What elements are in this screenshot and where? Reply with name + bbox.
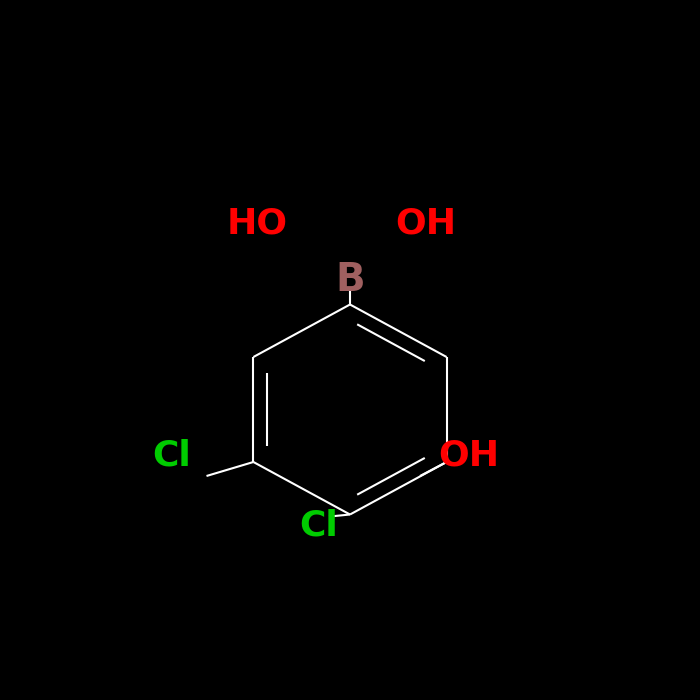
Text: OH: OH xyxy=(395,207,456,241)
Text: OH: OH xyxy=(438,438,500,472)
Text: Cl: Cl xyxy=(299,508,338,542)
Text: HO: HO xyxy=(227,207,288,241)
Text: B: B xyxy=(335,261,365,299)
Text: Cl: Cl xyxy=(152,438,191,472)
